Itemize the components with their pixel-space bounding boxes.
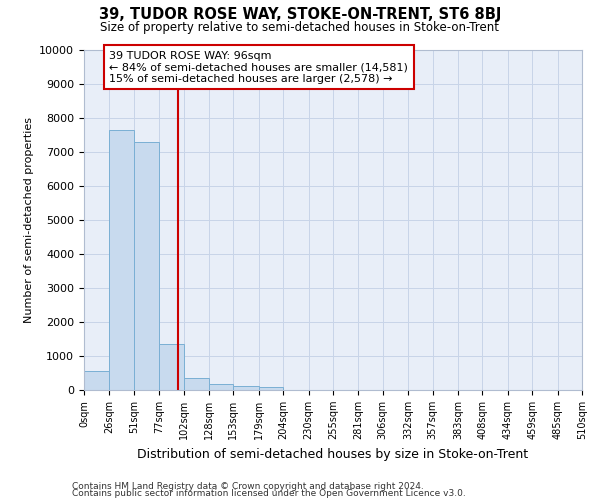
Bar bbox=[159, 344, 184, 390]
Y-axis label: Number of semi-detached properties: Number of semi-detached properties bbox=[24, 117, 34, 323]
Bar bbox=[259, 387, 283, 390]
Bar bbox=[84, 372, 109, 390]
Text: Contains HM Land Registry data © Crown copyright and database right 2024.: Contains HM Land Registry data © Crown c… bbox=[72, 482, 424, 491]
Bar bbox=[109, 130, 134, 390]
Text: 39, TUDOR ROSE WAY, STOKE-ON-TRENT, ST6 8BJ: 39, TUDOR ROSE WAY, STOKE-ON-TRENT, ST6 … bbox=[99, 8, 501, 22]
Bar bbox=[209, 384, 233, 390]
Text: Contains public sector information licensed under the Open Government Licence v3: Contains public sector information licen… bbox=[72, 489, 466, 498]
Text: 39 TUDOR ROSE WAY: 96sqm
← 84% of semi-detached houses are smaller (14,581)
15% : 39 TUDOR ROSE WAY: 96sqm ← 84% of semi-d… bbox=[109, 50, 408, 84]
Bar bbox=[134, 142, 159, 390]
Bar bbox=[233, 386, 259, 390]
X-axis label: Distribution of semi-detached houses by size in Stoke-on-Trent: Distribution of semi-detached houses by … bbox=[137, 448, 529, 460]
Bar bbox=[184, 378, 209, 390]
Text: Size of property relative to semi-detached houses in Stoke-on-Trent: Size of property relative to semi-detach… bbox=[101, 22, 499, 35]
